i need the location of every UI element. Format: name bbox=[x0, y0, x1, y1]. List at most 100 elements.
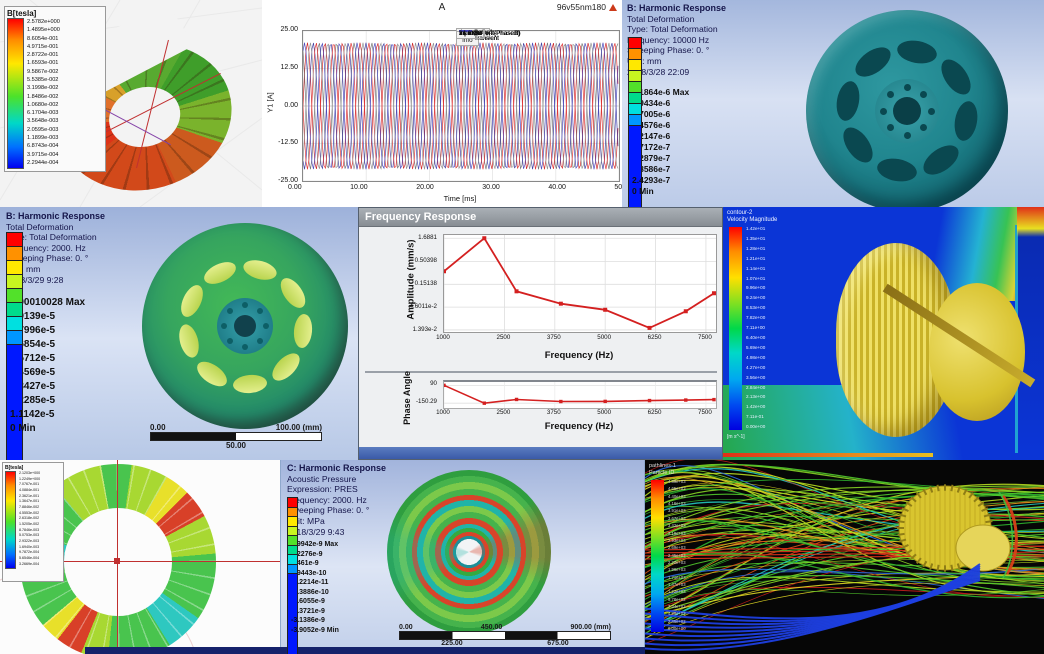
list-item: 1.96e+03 bbox=[668, 567, 686, 573]
list-item: 10.00 bbox=[350, 184, 368, 191]
list-item: -25.00 bbox=[278, 177, 298, 184]
list-item: 0.00 bbox=[284, 101, 298, 109]
curve-name: InputCurrent(PhaseF) bbox=[459, 30, 520, 37]
list-item: 0.00 bbox=[399, 624, 413, 631]
scale-end: 100.00 (mm) bbox=[275, 423, 322, 432]
tick-label: 90 bbox=[430, 380, 437, 388]
curve-setup: Setup1 : Transient bbox=[474, 30, 499, 42]
list-item: 5.5385e-002 bbox=[27, 76, 59, 83]
list-item: 12.50 bbox=[280, 63, 298, 71]
list-item: 9.5867e-002 bbox=[27, 68, 59, 75]
legend-value: 2.2285e-5 bbox=[10, 394, 56, 406]
list-item: 25.00 bbox=[280, 26, 298, 33]
list-item: 2.5782e+000 bbox=[27, 19, 60, 25]
list-item: Expression: PRES bbox=[287, 484, 358, 495]
wheel-hole bbox=[263, 323, 269, 329]
scale-bar: 0.00 450.00 900.00 (mm) 225.00 675.00 bbox=[399, 624, 611, 647]
scale-mid: 50.00 bbox=[225, 441, 247, 450]
curve-name: InputCurrent(PhaseB) bbox=[459, 30, 521, 37]
list-item: 3.9715e-004 bbox=[27, 151, 59, 158]
legend-values: 1.42e+01 1.35e+01 1.28e+01 1.21e+01 1.14e+01… bbox=[746, 226, 766, 430]
tick-label: 5000 bbox=[597, 334, 612, 341]
legend-value: 8.9139e-5 bbox=[10, 310, 56, 322]
wheel-hole bbox=[242, 344, 248, 350]
list-item: 3.56e+00 bbox=[746, 374, 766, 380]
list-item: 4.89e+03 bbox=[668, 479, 686, 484]
wheel-hole bbox=[242, 302, 248, 308]
list-item: 8.6054e-001 bbox=[27, 35, 59, 42]
wheel-hole bbox=[221, 323, 227, 329]
window-titlebar[interactable]: Frequency Response bbox=[359, 208, 722, 227]
panel-harmonic-10000: B: Harmonic Response Total Deformation Typ… bbox=[622, 0, 1044, 207]
legend-value: 0.00010028 Max bbox=[10, 296, 86, 308]
colorbar bbox=[651, 480, 664, 632]
list-item: 2.13e+00 bbox=[746, 394, 766, 400]
list-item: Sweeping Phase: 0. ° bbox=[287, 505, 370, 516]
list-item: 2.69e+03 bbox=[668, 545, 686, 551]
wheel-hole bbox=[879, 107, 887, 115]
legend-value: 1.2147e-6 bbox=[632, 130, 671, 141]
list-item: Type: Total Deformation bbox=[627, 24, 718, 35]
tick-label: 7500 bbox=[698, 334, 712, 341]
list-item: 3.18e+03 bbox=[668, 530, 686, 536]
list-item: 1.8486e-002 bbox=[27, 93, 59, 100]
legend-unit: [m s^-1] bbox=[727, 434, 745, 440]
legend-value: 0 Min bbox=[10, 422, 36, 434]
list-item: 50.00 bbox=[614, 184, 622, 191]
list-item: 1.42e+00 bbox=[746, 404, 766, 410]
list-item: 1.5205e-002 bbox=[19, 521, 40, 526]
list-item: Frequency: 2000. Hz bbox=[6, 242, 86, 253]
list-item: 2.8722e-001 bbox=[27, 52, 59, 59]
tick-label: 1.393e-2 bbox=[412, 325, 437, 333]
tick-label: 4.6011e-2 bbox=[409, 303, 437, 311]
list-item: 2.45e+03 bbox=[668, 552, 686, 558]
list-item: 2.1203e+000 bbox=[19, 471, 41, 475]
curve-name: InputCurrent(PhaseE) bbox=[459, 30, 521, 37]
legend-title: contour-2 Velocity Magnitude bbox=[727, 210, 777, 224]
list-item: 3.42e+03 bbox=[668, 523, 686, 529]
list-item: 1.3647e-001 bbox=[19, 499, 40, 504]
colorbar bbox=[7, 18, 24, 169]
result-header: B: Harmonic Response Total Deformation Typ… bbox=[6, 211, 105, 285]
wheel-hole bbox=[885, 89, 895, 99]
legend-value: 9.7172e-7 bbox=[632, 141, 671, 152]
list-item: 1.4895e+000 bbox=[27, 27, 60, 34]
result-header: C: Harmonic Response Acoustic Pressure Exp… bbox=[287, 463, 386, 537]
list-item: 1.6940e-003 bbox=[19, 544, 40, 549]
frequency-axis-label: Frequency (Hz) bbox=[544, 350, 614, 361]
list-item: 2.3621e-001 bbox=[19, 493, 40, 498]
list-item: 1.2249e+000 bbox=[19, 476, 41, 481]
list-item: 3.2669e-004 bbox=[19, 561, 40, 566]
list-item: Sweeping Phase: 0. ° bbox=[6, 253, 89, 264]
list-item: 20.00 bbox=[416, 184, 434, 191]
panel-current-plot: A 96v55nm180 Y1 [A] 25.00 12.50 0.00 -12.50… bbox=[262, 0, 622, 207]
list-item: 1.14e+01 bbox=[746, 265, 766, 271]
tick-label: 6250 bbox=[647, 409, 662, 416]
list-item: 2018/3/29 9:43 bbox=[287, 526, 345, 537]
list-item: 5.0753e-003 bbox=[19, 533, 40, 538]
list-item: 9.96e+00 bbox=[746, 285, 766, 291]
legend-value: 6.6854e-5 bbox=[10, 338, 56, 350]
legend-value: 4.8586e-7 bbox=[632, 163, 671, 174]
x-axis-label: Time [ms] bbox=[443, 194, 477, 203]
list-item: 1.22e+03 bbox=[668, 589, 686, 595]
list-item: 9.78e+02 bbox=[668, 596, 686, 602]
panel-harmonic-2000: B: Harmonic Response Total Deformation Typ… bbox=[0, 207, 358, 460]
list-item: 4.98e+00 bbox=[746, 354, 766, 360]
scale-ruler bbox=[399, 631, 611, 640]
particle-id-legend: pathlines-1 Particle ID 4.89e+03 4.65e+03 4… bbox=[647, 463, 719, 654]
list-item: 1.0680e-002 bbox=[27, 101, 59, 108]
tick-label: 5000 bbox=[597, 409, 612, 416]
list-item: 3.67e+03 bbox=[668, 515, 686, 521]
b-field-legend: B[tesla] 2.1203e+000 1.2249e+000 7.0767e-0… bbox=[2, 462, 64, 582]
panel-maxwell-ring-field: B[tesla] 2.1203e+000 1.2249e+000 7.0767e-0… bbox=[0, 460, 280, 654]
list-item: 1.6593e-001 bbox=[27, 60, 59, 67]
list-item: 2.20e+03 bbox=[668, 559, 686, 565]
wheel-hole bbox=[927, 107, 935, 115]
tick-label: 3750 bbox=[546, 409, 561, 416]
list-item: 8.53e+00 bbox=[746, 305, 766, 311]
legend-value: 2.9942e-9 Max bbox=[291, 541, 339, 549]
list-item: 0.00e+00 bbox=[746, 424, 766, 430]
curve-setup: Setup1 : Transient bbox=[474, 30, 499, 42]
rotor-3d-view bbox=[806, 10, 1008, 207]
